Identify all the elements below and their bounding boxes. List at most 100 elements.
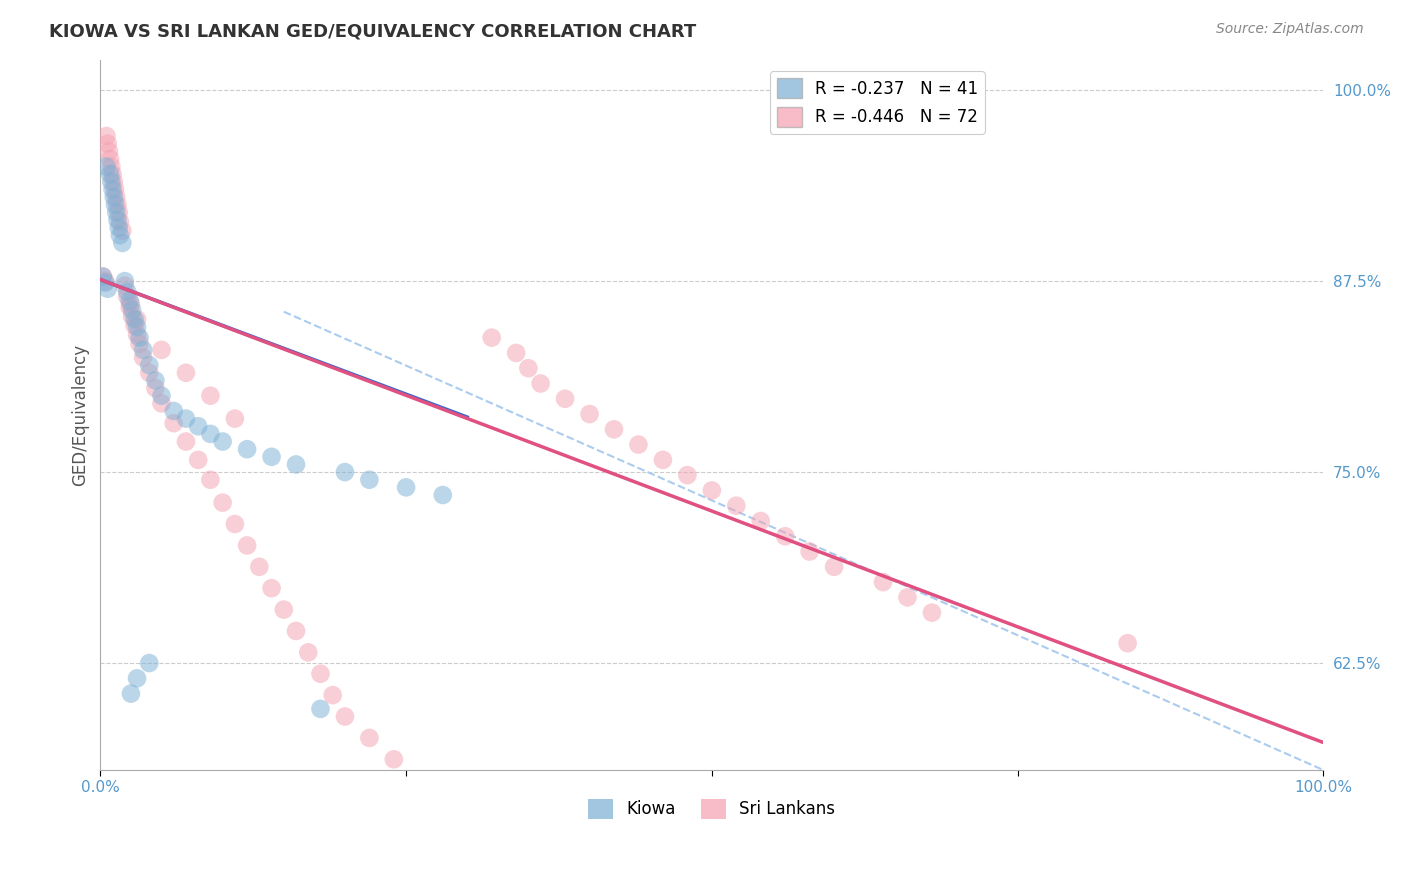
Point: [273, 602, 295, 616]
Point: [359, 473, 381, 487]
Point: [121, 303, 143, 318]
Point: [145, 373, 167, 387]
Point: [128, 331, 150, 345]
Point: [395, 480, 418, 494]
Point: [100, 175, 122, 189]
Point: [773, 529, 796, 543]
Point: [359, 731, 381, 745]
Point: [94, 274, 117, 288]
Point: [896, 591, 918, 605]
Point: [200, 426, 222, 441]
Point: [481, 331, 503, 345]
Point: [432, 795, 454, 809]
Point: [1116, 636, 1139, 650]
Point: [823, 559, 845, 574]
Point: [120, 687, 142, 701]
Point: [211, 434, 233, 449]
Point: [118, 300, 141, 314]
Point: [91, 269, 114, 284]
Point: [145, 381, 167, 395]
Point: [224, 411, 246, 425]
Point: [107, 205, 129, 219]
Point: [100, 160, 122, 174]
Point: [111, 235, 134, 250]
Point: [104, 182, 127, 196]
Point: [333, 465, 356, 479]
Point: [260, 581, 283, 595]
Legend: Kiowa, Sri Lankans: Kiowa, Sri Lankans: [582, 792, 842, 826]
Point: [125, 320, 148, 334]
Point: [297, 645, 319, 659]
Point: [725, 499, 748, 513]
Point: [163, 404, 186, 418]
Point: [96, 160, 118, 174]
Point: [174, 434, 197, 449]
Point: [111, 224, 134, 238]
Point: [285, 624, 308, 638]
Point: [603, 422, 626, 436]
Point: [163, 416, 186, 430]
Point: [200, 473, 222, 487]
Point: [309, 702, 332, 716]
Point: [236, 538, 259, 552]
Point: [121, 310, 143, 324]
Point: [104, 198, 127, 212]
Point: [309, 666, 332, 681]
Point: [120, 297, 142, 311]
Text: KIOWA VS SRI LANKAN GED/EQUIVALENCY CORRELATION CHART: KIOWA VS SRI LANKAN GED/EQUIVALENCY CORR…: [49, 22, 696, 40]
Point: [700, 483, 723, 498]
Point: [125, 312, 148, 326]
Point: [150, 343, 173, 357]
Point: [211, 496, 233, 510]
Point: [187, 419, 209, 434]
Point: [150, 389, 173, 403]
Point: [124, 312, 146, 326]
Point: [91, 269, 114, 284]
Point: [105, 190, 128, 204]
Point: [118, 293, 141, 308]
Point: [103, 175, 125, 189]
Point: [554, 392, 576, 406]
Point: [517, 361, 540, 376]
Point: [101, 167, 124, 181]
Point: [108, 228, 131, 243]
Point: [187, 453, 209, 467]
Point: [97, 282, 120, 296]
Point: [128, 336, 150, 351]
Point: [94, 276, 117, 290]
Point: [96, 128, 118, 143]
Point: [138, 366, 160, 380]
Point: [505, 346, 527, 360]
Point: [132, 351, 155, 365]
Point: [676, 468, 699, 483]
Point: [138, 656, 160, 670]
Point: [103, 190, 125, 204]
Point: [98, 167, 121, 181]
Point: [117, 285, 139, 299]
Point: [200, 389, 222, 403]
Point: [97, 145, 120, 159]
Point: [408, 773, 430, 788]
Point: [107, 198, 129, 212]
Point: [799, 544, 821, 558]
Point: [150, 396, 173, 410]
Point: [117, 289, 139, 303]
Point: [132, 343, 155, 357]
Point: [107, 213, 129, 227]
Point: [174, 411, 197, 425]
Point: [529, 376, 551, 391]
Point: [125, 327, 148, 342]
Point: [749, 514, 772, 528]
Point: [872, 575, 894, 590]
Point: [108, 214, 131, 228]
Text: Source: ZipAtlas.com: Source: ZipAtlas.com: [1216, 22, 1364, 37]
Point: [97, 136, 120, 151]
Point: [236, 442, 259, 457]
Point: [333, 709, 356, 723]
Point: [174, 366, 197, 380]
Point: [125, 671, 148, 685]
Y-axis label: GED/Equivalency: GED/Equivalency: [72, 343, 89, 486]
Point: [224, 516, 246, 531]
Point: [627, 437, 650, 451]
Point: [114, 278, 136, 293]
